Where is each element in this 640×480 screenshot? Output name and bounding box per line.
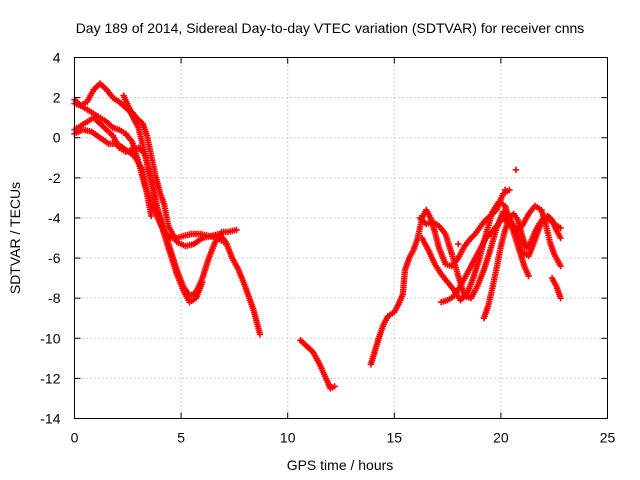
x-tick-label: 10 [280,430,296,446]
chart-title: Day 189 of 2014, Sidereal Day-to-day VTE… [76,20,585,36]
y-tick-label: 2 [53,90,61,106]
x-tick-label: 5 [177,430,185,446]
y-tick-label: -6 [48,250,61,266]
y-axis-label: SDTVAR / TECUs [7,182,23,294]
axis-ticks [74,57,608,419]
data-point-marker [557,262,564,270]
data-point-marker [512,166,520,174]
data-point-marker [256,331,264,338]
y-tick-label: -4 [48,210,61,226]
data-point-marker [233,226,240,234]
y-tick-label: 0 [53,130,61,146]
y-tick-label: 4 [53,50,61,66]
y-tick-label: -8 [48,290,61,306]
y-tick-label: -12 [40,370,60,386]
data-point-marker [557,294,564,302]
data-points [71,80,564,392]
x-tick-label: 15 [387,430,403,446]
data-point-marker [331,383,338,390]
x-tick-label: 25 [600,430,616,446]
y-tick-label: -14 [40,411,60,427]
y-tick-label: -2 [48,170,61,186]
plot-frame [74,57,608,419]
x-axis-label: GPS time / hours [287,457,394,473]
data-point-marker [557,234,564,242]
x-tick-label: 0 [71,430,79,446]
data-point-marker [148,212,155,220]
tick-labels: 0 5 10 15 20 25 -14 -12 -10 -8 -6 -4 -2 0 2 4 [40,50,615,446]
x-tick-label: 20 [493,430,509,446]
data-point-marker [501,186,509,194]
data-point-marker [525,272,532,280]
y-tick-label: -10 [40,330,60,346]
data-point-marker [455,240,462,248]
data-point-marker [199,278,206,286]
